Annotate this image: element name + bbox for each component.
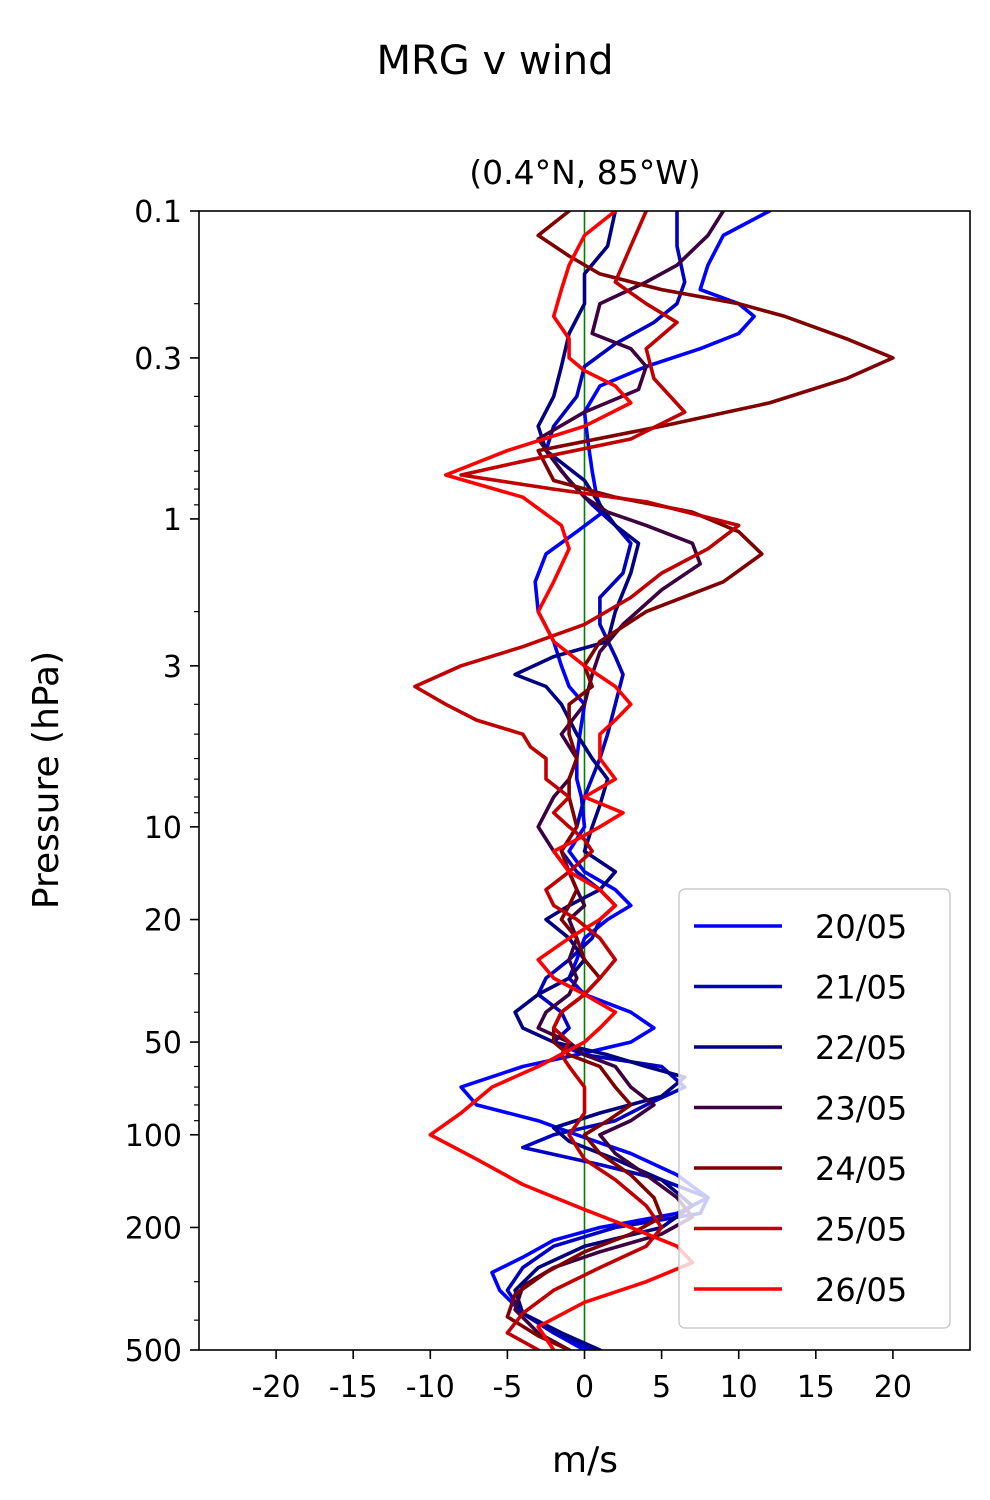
legend: 20/05 21/05 22/05 23/05 24/05 25/05 26/05 — [678, 888, 951, 1329]
legend-label: 23/05 — [815, 1090, 907, 1128]
y-tick-label: 3 — [163, 650, 182, 685]
x-tick-label: -15 — [329, 1370, 378, 1405]
plot-area — [413, 211, 895, 1350]
x-axis-label: m/s — [552, 1440, 618, 1481]
y-tick-label: 100 — [125, 1119, 182, 1154]
chart-suptitle: MRG v wind — [377, 38, 614, 84]
x-axis-ticks: -20 -15 -10 -5 0 5 10 15 20 — [252, 1350, 912, 1405]
y-tick-label: 0.3 — [134, 342, 182, 377]
legend-box — [678, 888, 951, 1329]
y-tick-label: 20 — [144, 904, 182, 939]
legend-label: 25/05 — [815, 1211, 907, 1249]
series-line-3 — [513, 211, 695, 1350]
x-tick-label: -20 — [252, 1370, 301, 1405]
legend-label: 22/05 — [815, 1029, 907, 1067]
legend-label: 20/05 — [815, 908, 907, 946]
legend-label: 21/05 — [815, 969, 907, 1007]
series-layer — [413, 211, 895, 1350]
series-line-5 — [505, 211, 895, 1350]
chart-title: (0.4°N, 85°W) — [469, 153, 701, 192]
x-tick-label: 15 — [797, 1370, 835, 1405]
y-tick-label: 10 — [144, 811, 182, 846]
legend-label: 24/05 — [815, 1150, 907, 1188]
y-tick-label: 500 — [125, 1334, 182, 1369]
x-tick-label: 0 — [575, 1370, 594, 1405]
x-tick-label: -5 — [492, 1370, 522, 1405]
plot-frame — [198, 210, 971, 1351]
x-tick-label: -10 — [406, 1370, 455, 1405]
x-tick-label: 5 — [652, 1370, 671, 1405]
y-tick-label: 50 — [144, 1026, 182, 1061]
x-tick-label: 10 — [720, 1370, 758, 1405]
y-minor-ticks — [194, 303, 199, 1321]
series-line-6 — [413, 211, 741, 1350]
y-axis-label: Pressure (hPa) — [26, 651, 67, 909]
x-tick-label: 20 — [874, 1370, 912, 1405]
y-tick-label: 0.1 — [134, 195, 182, 230]
series-line-7 — [428, 211, 695, 1350]
y-tick-label: 200 — [125, 1211, 182, 1246]
y-tick-label: 1 — [163, 503, 182, 538]
legend-label: 26/05 — [815, 1271, 907, 1309]
y-axis-ticks: 0.1 0.3 1 3 10 20 50 100 200 500 — [125, 195, 199, 1369]
